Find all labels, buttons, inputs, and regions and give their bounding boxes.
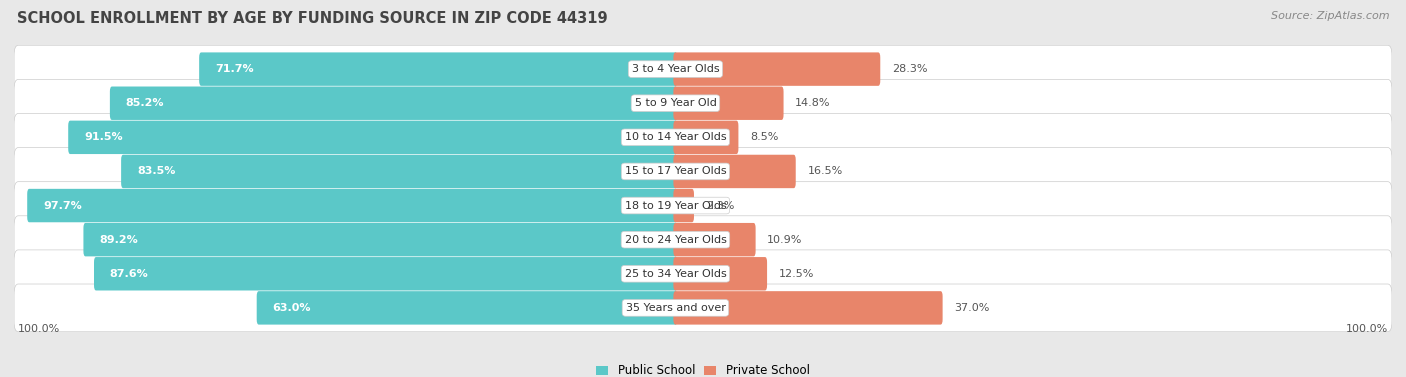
Text: 28.3%: 28.3% <box>891 64 928 74</box>
Text: 16.5%: 16.5% <box>807 166 842 176</box>
Text: 10 to 14 Year Olds: 10 to 14 Year Olds <box>624 132 727 143</box>
FancyBboxPatch shape <box>673 223 755 256</box>
Text: 83.5%: 83.5% <box>136 166 176 176</box>
Text: 100.0%: 100.0% <box>1346 324 1388 334</box>
Legend: Public School, Private School: Public School, Private School <box>596 365 810 377</box>
FancyBboxPatch shape <box>14 113 1392 161</box>
Text: 63.0%: 63.0% <box>273 303 311 313</box>
FancyBboxPatch shape <box>110 86 678 120</box>
Text: 87.6%: 87.6% <box>110 269 149 279</box>
Text: 35 Years and over: 35 Years and over <box>626 303 725 313</box>
Text: 20 to 24 Year Olds: 20 to 24 Year Olds <box>624 234 727 245</box>
FancyBboxPatch shape <box>673 86 783 120</box>
Text: 91.5%: 91.5% <box>84 132 122 143</box>
FancyBboxPatch shape <box>14 79 1392 127</box>
FancyBboxPatch shape <box>121 155 678 188</box>
FancyBboxPatch shape <box>14 147 1392 195</box>
FancyBboxPatch shape <box>14 182 1392 230</box>
Text: 18 to 19 Year Olds: 18 to 19 Year Olds <box>624 201 727 211</box>
Text: 2.3%: 2.3% <box>706 201 734 211</box>
FancyBboxPatch shape <box>69 121 678 154</box>
FancyBboxPatch shape <box>673 155 796 188</box>
FancyBboxPatch shape <box>200 52 678 86</box>
FancyBboxPatch shape <box>14 216 1392 264</box>
Text: 25 to 34 Year Olds: 25 to 34 Year Olds <box>624 269 727 279</box>
Text: 10.9%: 10.9% <box>768 234 803 245</box>
FancyBboxPatch shape <box>673 52 880 86</box>
FancyBboxPatch shape <box>14 45 1392 93</box>
Text: 89.2%: 89.2% <box>100 234 138 245</box>
Text: 14.8%: 14.8% <box>796 98 831 108</box>
FancyBboxPatch shape <box>14 284 1392 332</box>
FancyBboxPatch shape <box>673 291 942 325</box>
Text: Source: ZipAtlas.com: Source: ZipAtlas.com <box>1271 11 1389 21</box>
FancyBboxPatch shape <box>673 189 695 222</box>
Text: 97.7%: 97.7% <box>44 201 82 211</box>
FancyBboxPatch shape <box>14 250 1392 298</box>
Text: 100.0%: 100.0% <box>18 324 60 334</box>
Text: 85.2%: 85.2% <box>125 98 165 108</box>
Text: 3 to 4 Year Olds: 3 to 4 Year Olds <box>631 64 720 74</box>
Text: 37.0%: 37.0% <box>955 303 990 313</box>
FancyBboxPatch shape <box>83 223 678 256</box>
Text: 12.5%: 12.5% <box>779 269 814 279</box>
FancyBboxPatch shape <box>27 189 678 222</box>
Text: 8.5%: 8.5% <box>751 132 779 143</box>
Text: 5 to 9 Year Old: 5 to 9 Year Old <box>634 98 717 108</box>
FancyBboxPatch shape <box>257 291 678 325</box>
FancyBboxPatch shape <box>673 257 768 291</box>
Text: 71.7%: 71.7% <box>215 64 253 74</box>
Text: 15 to 17 Year Olds: 15 to 17 Year Olds <box>624 166 727 176</box>
Text: SCHOOL ENROLLMENT BY AGE BY FUNDING SOURCE IN ZIP CODE 44319: SCHOOL ENROLLMENT BY AGE BY FUNDING SOUR… <box>17 11 607 26</box>
FancyBboxPatch shape <box>673 121 738 154</box>
FancyBboxPatch shape <box>94 257 678 291</box>
